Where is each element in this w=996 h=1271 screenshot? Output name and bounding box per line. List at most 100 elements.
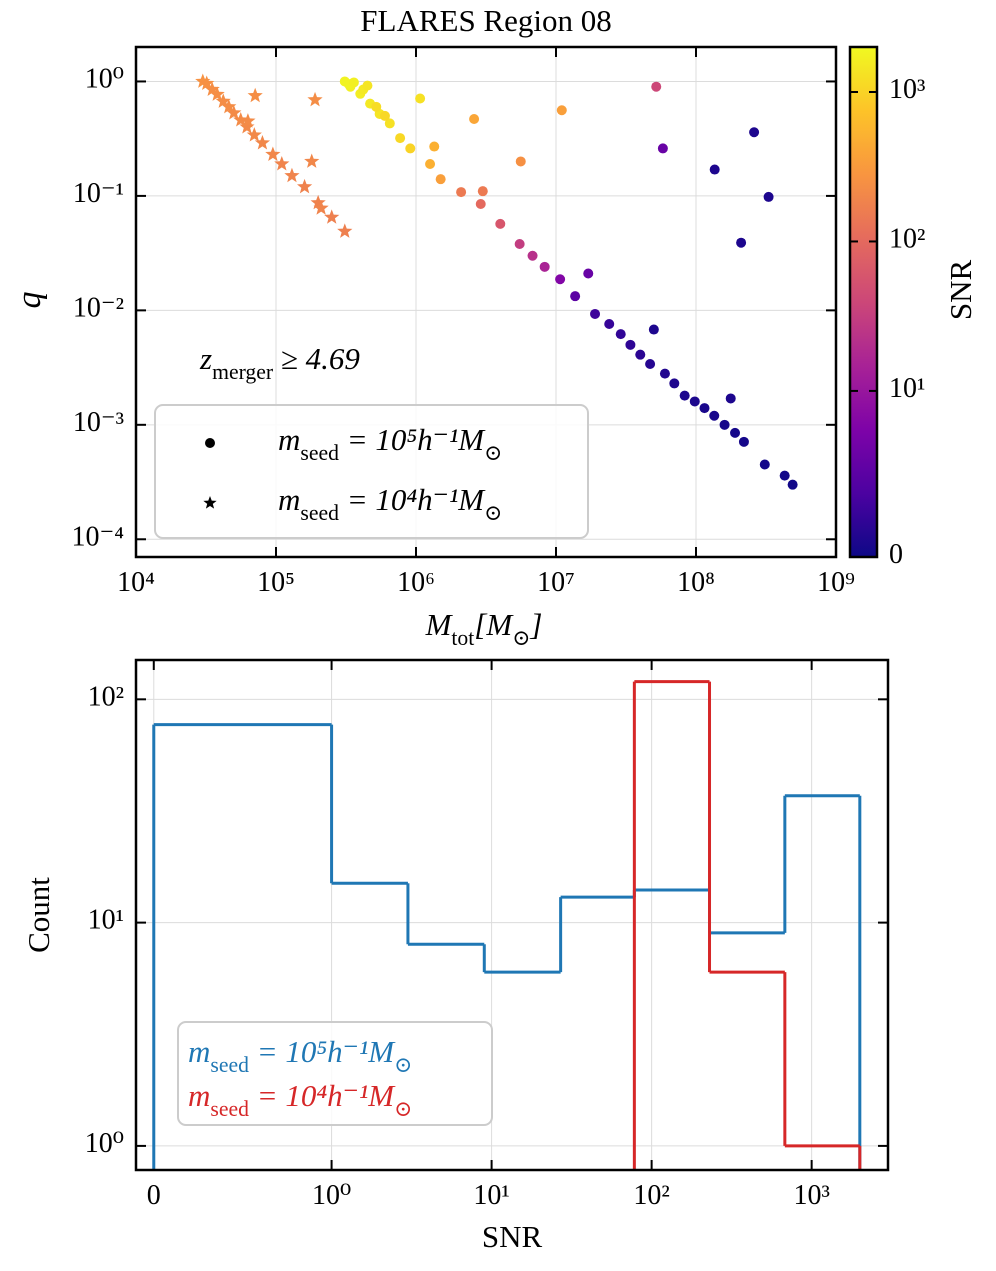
axes-frame: [134, 658, 890, 1172]
dot-point: [405, 143, 416, 154]
star-point: [226, 105, 242, 120]
star-point: [240, 113, 256, 128]
star-point: [307, 91, 323, 107]
dot-point: [709, 164, 720, 175]
y-tick-label: 10²: [88, 682, 124, 713]
colorbar-tick-label: 0: [889, 539, 903, 570]
dot-point: [425, 159, 436, 170]
dot-point: [615, 329, 626, 340]
dot-point: [689, 396, 700, 407]
star-point: [265, 146, 281, 161]
y-tick-label: 10¹: [88, 905, 124, 936]
legend-label: mseed = 10⁵h⁻¹M⊙: [278, 422, 502, 465]
colorbar-label: SNR: [943, 260, 978, 321]
y-axis-label: q: [11, 292, 48, 309]
x-tick-label: 10²: [633, 1180, 669, 1211]
star-point: [304, 153, 320, 168]
dot-point: [539, 261, 550, 272]
colorbar: [850, 47, 877, 557]
colorbar-tick-label: 10²: [889, 224, 925, 255]
dot-point: [669, 378, 680, 389]
x-tick-label: 10⁰: [312, 1180, 351, 1211]
dot-point: [384, 118, 395, 129]
star-point: [310, 194, 326, 210]
dot-point: [583, 268, 594, 279]
dot-point: [657, 143, 668, 154]
legend-box: [177, 1021, 493, 1126]
x-axis-label: Mtot[M⊙]: [425, 607, 543, 650]
dot-point: [456, 187, 467, 198]
plot-area: [195, 73, 798, 490]
colorbar-tick-label: 10¹: [889, 373, 925, 404]
dot-point: [590, 308, 601, 319]
star-point: [247, 87, 263, 103]
dot-point: [725, 393, 736, 404]
dot-point: [699, 403, 710, 414]
star-point: [204, 81, 220, 96]
star-point: [199, 75, 215, 90]
dot-point: [477, 186, 488, 197]
chart-title: FLARES Region 08: [360, 3, 611, 38]
star-point: [246, 127, 262, 142]
star-point: [337, 223, 353, 238]
y-tick-label: 10⁻⁴: [71, 522, 124, 553]
dot-point: [556, 105, 567, 116]
y-tick-label: 10⁻²: [73, 293, 124, 324]
star-point: [313, 200, 329, 215]
y-tick-label: 10⁰: [85, 64, 124, 95]
legend-marker: [205, 438, 215, 448]
dot-point: [787, 479, 798, 490]
dot-point: [645, 358, 656, 369]
plot-area: [152, 680, 862, 1170]
star-point: [296, 178, 313, 194]
y-tick-label: 10⁻¹: [73, 178, 124, 209]
dot-point: [763, 191, 774, 202]
dot-point: [679, 390, 690, 401]
dot-point: [469, 113, 480, 124]
dot-point: [395, 133, 406, 144]
x-tick-label: 10³: [793, 1180, 829, 1211]
star-point: [284, 167, 300, 183]
dot-point: [362, 80, 373, 91]
dot-point: [555, 274, 566, 285]
annotation: zmerger ≥ 4.69: [199, 341, 360, 384]
colorbar-tick-label: 10³: [889, 74, 925, 105]
dot-point: [709, 410, 720, 421]
star-point: [324, 209, 340, 224]
dot-point: [719, 419, 730, 430]
x-tick-label: 10⁵: [257, 567, 295, 598]
dot-point: [648, 324, 659, 335]
star-point: [239, 119, 255, 134]
star-point: [233, 112, 249, 127]
dot-point: [749, 127, 760, 138]
x-axis-label: SNR: [482, 1219, 543, 1254]
x-tick-label: 10⁹: [817, 567, 855, 598]
legend-box: [154, 404, 589, 539]
dot-point: [651, 81, 662, 92]
dot-point: [495, 218, 506, 229]
legend-label: mseed = 10⁴h⁻¹M⊙: [188, 1078, 412, 1121]
y-tick-label: 10⁻³: [73, 407, 124, 438]
star-point: [215, 93, 231, 108]
dot-point: [635, 349, 646, 360]
y-tick-label: 10⁰: [85, 1128, 124, 1159]
axes-frame: [134, 45, 838, 559]
star-point: [254, 134, 271, 150]
dot-point: [435, 174, 446, 185]
dot-point: [730, 427, 741, 438]
dot-point: [625, 339, 636, 350]
dot-point: [604, 319, 615, 330]
x-tick-label: 0: [147, 1180, 161, 1211]
star-point: [221, 98, 237, 114]
x-tick-label: 10⁴: [117, 567, 155, 598]
y-axis-label: Count: [21, 877, 56, 953]
star-point: [195, 73, 211, 88]
x-tick-label: 10⁶: [397, 567, 435, 598]
dot-point: [371, 101, 382, 112]
colorbar-frame: [848, 45, 879, 559]
dot-point: [379, 110, 390, 121]
star-point: [209, 86, 225, 101]
dot-point: [514, 239, 525, 250]
dot-point: [759, 459, 770, 470]
